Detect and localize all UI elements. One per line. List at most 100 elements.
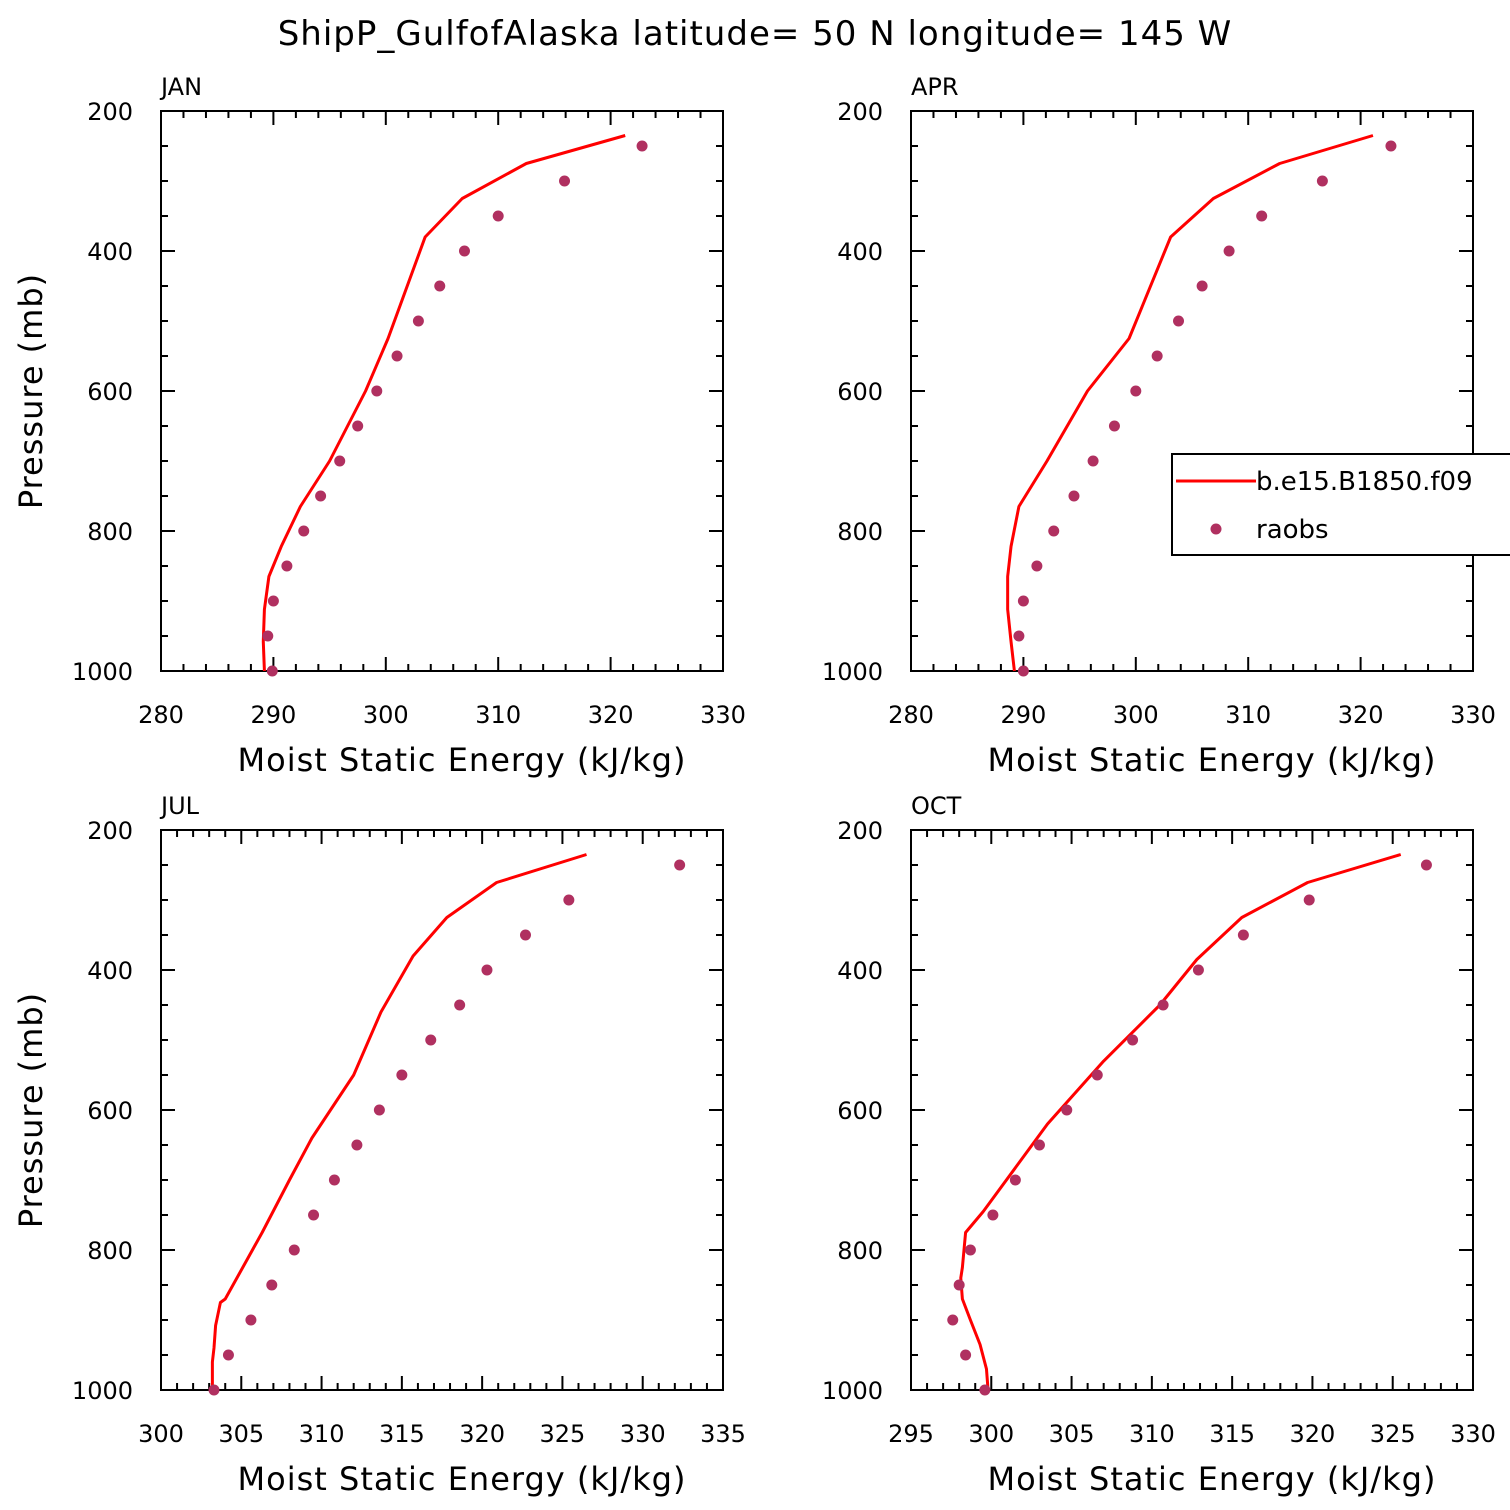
raobs-point <box>454 999 466 1011</box>
x-tick-label: 320 <box>588 701 634 729</box>
raobs-point <box>481 964 493 976</box>
x-tick-label: 300 <box>1113 701 1159 729</box>
x-axis-title: Moist Static Energy (kJ/kg) <box>238 1460 687 1498</box>
y-tick-label: 600 <box>87 1097 133 1125</box>
y-tick-label: 800 <box>87 1237 133 1265</box>
raobs-point <box>266 665 278 677</box>
raobs-point <box>1130 385 1142 397</box>
raobs-point <box>1013 630 1025 642</box>
x-axis-title: Moist Static Energy (kJ/kg) <box>238 741 687 779</box>
raobs-point <box>559 175 571 187</box>
raobs-point <box>298 525 310 537</box>
raobs-point <box>1048 525 1060 537</box>
y-tick-label: 1000 <box>822 658 883 686</box>
y-tick-label: 200 <box>837 817 883 845</box>
model-profile-line <box>261 134 626 672</box>
legend: b.e15.B1850.f09 raobs <box>1171 453 1510 556</box>
raobs-point <box>352 420 364 432</box>
raobs-point <box>1108 420 1120 432</box>
model-profile-line <box>1006 134 1374 672</box>
x-tick-label: 330 <box>620 1420 666 1448</box>
x-tick-label: 290 <box>250 701 296 729</box>
y-tick-label: 200 <box>87 817 133 845</box>
x-tick-label: 305 <box>218 1420 264 1448</box>
y-tick-label: 400 <box>87 957 133 985</box>
x-tick-label: 310 <box>475 701 521 729</box>
raobs-point <box>222 1349 234 1361</box>
raobs-point <box>1256 210 1268 222</box>
y-tick-label: 1000 <box>72 658 133 686</box>
x-axis-title: Moist Static Energy (kJ/kg) <box>988 1460 1437 1498</box>
y-axis-title: Pressure (mb) <box>12 273 50 509</box>
raobs-point <box>1127 1034 1139 1046</box>
raobs-point <box>262 630 274 642</box>
raobs-point <box>371 385 383 397</box>
raobs-point <box>434 280 446 292</box>
raobs-point <box>396 1069 408 1081</box>
raobs-point <box>245 1314 257 1326</box>
x-tick-label: 310 <box>1225 701 1271 729</box>
x-tick-label: 300 <box>968 1420 1014 1448</box>
legend-marker-swatch <box>1210 523 1222 535</box>
y-tick-label: 200 <box>837 98 883 126</box>
legend-box <box>1171 453 1510 556</box>
y-tick-label: 1000 <box>822 1377 883 1405</box>
panel-jan: 280 290 300 310 320 330 200 400 600 800 1000 JAN Moi… <box>12 73 746 779</box>
raobs-point <box>391 350 403 362</box>
raobs-point <box>1385 140 1397 152</box>
raobs-point <box>563 894 575 906</box>
x-tick-label: 330 <box>700 701 746 729</box>
x-tick-label: 320 <box>1290 1420 1336 1448</box>
x-tick-label: 310 <box>1129 1420 1175 1448</box>
raobs-point <box>1196 280 1208 292</box>
x-tick-label: 330 <box>1450 701 1496 729</box>
x-tick-label: 290 <box>1000 701 1046 729</box>
raobs-point <box>1033 1139 1045 1151</box>
raobs-point <box>1237 929 1249 941</box>
x-tick-label: 310 <box>299 1420 345 1448</box>
y-tick-label: 600 <box>87 378 133 406</box>
x-tick-label: 325 <box>1370 1420 1416 1448</box>
x-tick-label: 325 <box>540 1420 586 1448</box>
raobs-point <box>519 929 531 941</box>
raobs-point <box>1061 1104 1073 1116</box>
x-tick-label: 280 <box>888 701 934 729</box>
raobs-point <box>308 1209 320 1221</box>
x-tick-label: 320 <box>459 1420 505 1448</box>
raobs-point <box>1173 315 1185 327</box>
raobs-point <box>987 1209 999 1221</box>
raobs-point <box>266 1279 278 1291</box>
x-tick-label: 330 <box>1450 1420 1496 1448</box>
raobs-point <box>1017 665 1029 677</box>
figure-title: ShipP_GulfofAlaska latitude= 50 N longit… <box>278 14 1233 54</box>
x-tick-label: 335 <box>700 1420 746 1448</box>
raobs-point <box>492 210 504 222</box>
raobs-point <box>1303 894 1315 906</box>
raobs-point <box>315 490 327 502</box>
raobs-point <box>1223 245 1235 257</box>
raobs-point <box>373 1104 385 1116</box>
panel-label: JAN <box>159 73 202 101</box>
raobs-point <box>636 140 648 152</box>
x-tick-label: 315 <box>1209 1420 1255 1448</box>
y-axis-title: Pressure (mb) <box>12 992 50 1228</box>
raobs-point <box>425 1034 437 1046</box>
y-tick-label: 1000 <box>72 1377 133 1405</box>
raobs-point <box>1151 350 1163 362</box>
panel-label: JUL <box>159 792 200 820</box>
raobs-point <box>1009 1174 1021 1186</box>
y-tick-label: 800 <box>837 1237 883 1265</box>
panel-label: OCT <box>911 792 962 820</box>
raobs-point <box>328 1174 340 1186</box>
raobs-point <box>351 1139 363 1151</box>
y-tick-label: 800 <box>837 518 883 546</box>
x-tick-label: 300 <box>138 1420 184 1448</box>
x-tick-label: 280 <box>138 701 184 729</box>
raobs-point <box>1192 964 1204 976</box>
raobs-point <box>1420 859 1432 871</box>
x-tick-label: 305 <box>1049 1420 1095 1448</box>
raobs-point <box>979 1384 991 1396</box>
raobs-point <box>960 1349 972 1361</box>
